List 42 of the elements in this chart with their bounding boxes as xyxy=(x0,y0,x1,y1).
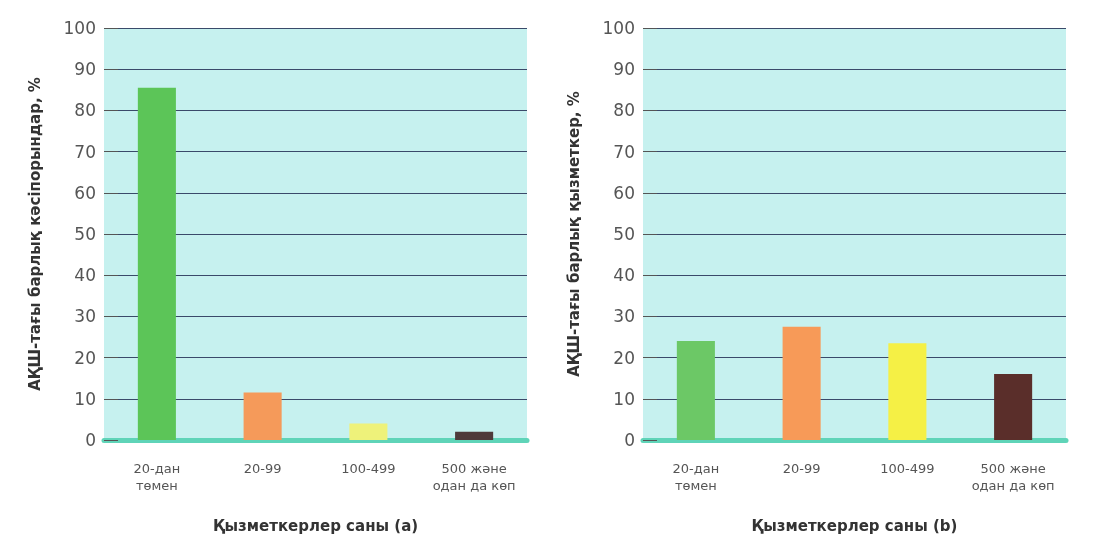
y-tick-label: 50 xyxy=(74,224,96,244)
bar xyxy=(676,341,715,440)
y-tick-label: 40 xyxy=(613,265,635,286)
x-tick-label: 20-дан төмен xyxy=(672,461,720,493)
y-tick-label: 30 xyxy=(613,306,635,327)
y-tick-label: 100 xyxy=(602,18,635,38)
y-tick-label: 0 xyxy=(85,430,96,450)
y-tick-label: 10 xyxy=(74,388,96,409)
y-axis-title: АҚШ-тағы барлық кәсіпорындар, % xyxy=(25,77,44,391)
x-tick-label: 100-499 xyxy=(341,461,396,476)
y-tick-label: 80 xyxy=(613,100,635,121)
y-tick-label: 60 xyxy=(613,182,635,203)
bar xyxy=(782,326,821,440)
bar xyxy=(455,431,494,440)
y-axis-title: АҚШ-тағы барлық қызметкер, % xyxy=(564,91,583,377)
y-tick-label: 0 xyxy=(624,430,635,450)
y-tick-label: 30 xyxy=(74,306,96,327)
y-tick-label: 90 xyxy=(74,59,96,80)
bar xyxy=(994,374,1033,440)
y-tick-label: 40 xyxy=(74,265,96,286)
y-tick-label: 70 xyxy=(74,141,96,162)
x-tick-label: 100-499 xyxy=(880,461,935,476)
x-tick-label: 20-99 xyxy=(243,461,282,476)
y-tick-label: 10 xyxy=(613,388,635,409)
x-axis-title: Қызметкерлер саны (b) xyxy=(751,516,958,535)
y-tick-label: 60 xyxy=(74,182,96,203)
x-tick-label: 20-99 xyxy=(782,461,821,476)
y-tick-label: 20 xyxy=(613,347,635,368)
y-tick-label: 50 xyxy=(613,224,635,244)
y-tick-label: 80 xyxy=(74,100,96,121)
y-tick-label: 20 xyxy=(74,347,96,368)
bar xyxy=(349,423,388,440)
bar xyxy=(137,87,176,440)
y-tick-label: 70 xyxy=(613,141,635,162)
x-tick-label: 500 және одан да көп xyxy=(432,461,516,493)
y-tick-label: 100 xyxy=(63,18,96,38)
y-tick-label: 90 xyxy=(613,59,635,80)
x-axis-title: Қызметкерлер саны (a) xyxy=(212,516,419,535)
x-tick-label: 20-дан төмен xyxy=(133,461,181,493)
bar xyxy=(888,343,927,440)
bar xyxy=(243,392,282,440)
x-tick-label: 500 және одан да көп xyxy=(971,461,1055,493)
